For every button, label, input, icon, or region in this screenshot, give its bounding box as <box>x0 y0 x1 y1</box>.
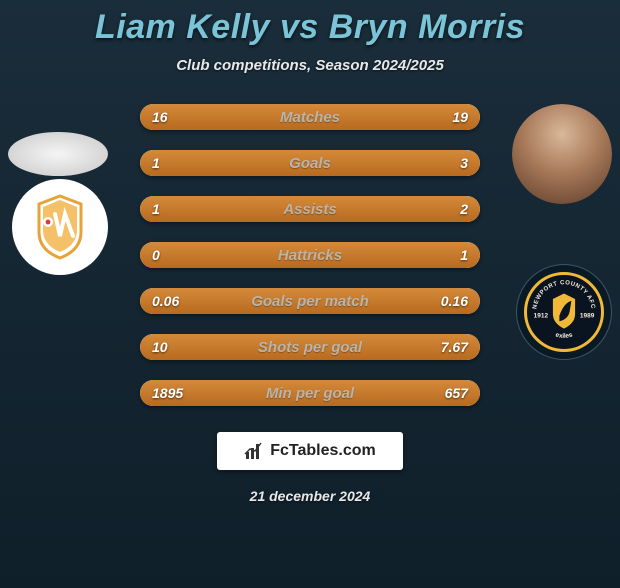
stat-value-left: 1 <box>152 155 160 171</box>
comparison-panel: NEWPORT COUNTY AFC exiles 1912 1989 Matc… <box>0 104 620 406</box>
mk-dons-badge-icon <box>25 192 95 262</box>
svg-text:exiles: exiles <box>555 331 574 340</box>
stat-value-right: 7.67 <box>441 339 468 355</box>
player-avatar-right <box>512 104 612 204</box>
avatar-photo <box>512 104 612 204</box>
stat-value-left: 0.06 <box>152 293 179 309</box>
stat-label: Hattricks <box>278 247 342 264</box>
stat-value-right: 0.16 <box>441 293 468 309</box>
stat-value-left: 1895 <box>152 385 183 401</box>
stat-value-right: 657 <box>445 385 468 401</box>
footer-date: 21 december 2024 <box>0 488 620 504</box>
page-subtitle: Club competitions, Season 2024/2025 <box>0 57 620 74</box>
stat-label: Shots per goal <box>258 339 362 356</box>
page-title: Liam Kelly vs Bryn Morris <box>0 8 620 47</box>
stat-label: Goals per match <box>251 293 369 310</box>
stat-row: Min per goal 1895 657 <box>140 380 480 406</box>
stat-value-right: 1 <box>460 247 468 263</box>
stat-value-right: 2 <box>460 201 468 217</box>
brand-chart-icon <box>244 441 264 461</box>
stat-value-right: 19 <box>452 109 468 125</box>
stat-row: Shots per goal 10 7.67 <box>140 334 480 360</box>
avatar-placeholder-icon <box>8 132 108 176</box>
stat-fill-right <box>225 150 480 176</box>
stat-row: Hattricks 0 1 <box>140 242 480 268</box>
stat-value-right: 3 <box>460 155 468 171</box>
svg-text:1912: 1912 <box>534 313 549 320</box>
newport-badge-icon: NEWPORT COUNTY AFC exiles 1912 1989 <box>524 272 604 352</box>
stat-row: Goals per match 0.06 0.16 <box>140 288 480 314</box>
club-badge-left <box>12 179 108 275</box>
stat-row: Goals 1 3 <box>140 150 480 176</box>
stat-label: Assists <box>283 201 336 218</box>
stat-label: Min per goal <box>266 385 354 402</box>
stat-label: Goals <box>289 155 331 172</box>
stat-value-left: 1 <box>152 201 160 217</box>
brand-text: FcTables.com <box>270 442 376 460</box>
stat-value-left: 0 <box>152 247 160 263</box>
club-badge-right: NEWPORT COUNTY AFC exiles 1912 1989 <box>516 264 612 360</box>
stat-row: Matches 16 19 <box>140 104 480 130</box>
svg-text:1989: 1989 <box>580 313 595 320</box>
stat-bars-column: Matches1619Goals13Assists12Hattricks01Go… <box>140 104 480 406</box>
brand-logo[interactable]: FcTables.com <box>217 432 403 470</box>
stat-value-left: 16 <box>152 109 168 125</box>
stat-label: Matches <box>280 109 340 126</box>
stat-row: Assists 1 2 <box>140 196 480 222</box>
stat-value-left: 10 <box>152 339 168 355</box>
